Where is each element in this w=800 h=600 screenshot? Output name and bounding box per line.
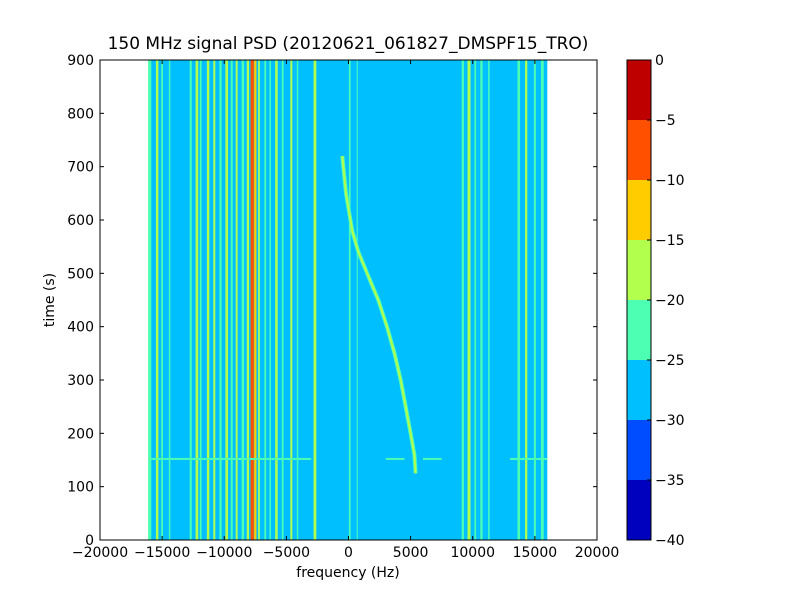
spectral-line-30: [480, 60, 483, 540]
colorbar-tick-label: −10: [655, 173, 685, 189]
colorbar-tick-label: −25: [655, 353, 685, 369]
spectral-line-8: [213, 60, 216, 540]
x-tick-label: 20000: [575, 545, 620, 561]
colorbar-segment: [627, 360, 651, 420]
spectral-line-0: [148, 60, 152, 540]
spectral-line-20: [275, 60, 278, 540]
spectral-line-3: [168, 60, 171, 540]
y-tick-label: 400: [67, 320, 94, 336]
spectral-line-28: [467, 60, 471, 540]
spectral-line-35: [540, 60, 544, 540]
spectral-line-12: [235, 60, 238, 540]
x-tick-label: 0: [344, 545, 353, 561]
horizontal-band-2: [423, 457, 442, 460]
spectral-line-19: [269, 60, 271, 540]
colorbar-tick-label: −30: [655, 413, 685, 429]
spectral-line-14: [246, 60, 249, 540]
colorbar-segment: [627, 60, 651, 120]
y-tick-label: 100: [67, 480, 94, 496]
x-tick-label: 15000: [513, 545, 558, 561]
x-axis-label: frequency (Hz): [296, 565, 399, 581]
spectral-line-17: [258, 60, 260, 540]
colorbar-tick-label: 0: [655, 53, 664, 69]
spectral-line-27: [461, 60, 464, 540]
spectral-line-26: [356, 60, 358, 540]
y-tick-label: 900: [67, 53, 94, 69]
spectral-line-11: [230, 60, 233, 540]
colorbar-segment: [627, 180, 651, 240]
spectral-line-7: [206, 60, 210, 540]
colorbar-segment: [627, 240, 651, 300]
horizontal-band-3: [510, 457, 548, 460]
spectral-line-25: [348, 60, 351, 540]
y-tick-label: 0: [85, 533, 94, 549]
chart-title: 150 MHz signal PSD (20120621_061827_DMSP…: [108, 34, 589, 54]
spectral-line-16: [254, 60, 257, 540]
spectral-line-31: [488, 60, 490, 540]
colorbar-tick-label: −20: [655, 293, 685, 309]
spectral-line-1: [155, 60, 159, 540]
y-tick-label: 300: [67, 373, 94, 389]
y-axis: 0 100 200 300 400 500 600 700 800 900: [67, 53, 597, 549]
y-tick-label: 200: [67, 426, 94, 442]
colorbar-segment: [627, 300, 651, 360]
spectral-line-21: [281, 60, 284, 540]
x-tick-label: 5000: [393, 545, 429, 561]
spectral-line-23: [296, 60, 299, 540]
spectral-line-22: [290, 60, 293, 540]
y-tick-label: 600: [67, 213, 94, 229]
y-tick-label: 800: [67, 106, 94, 122]
colorbar-tick-label: −15: [655, 233, 685, 249]
spectral-line-34: [533, 60, 536, 540]
spectral-line-9: [219, 60, 222, 540]
spectral-line-5: [195, 60, 199, 540]
y-tick-label: 700: [67, 160, 94, 176]
colorbar-tick-label: −35: [655, 473, 685, 489]
x-axis: −20000 −15000 −10000 −5000 0 5000 10000 15000 20…: [72, 60, 619, 561]
spectral-line-29: [474, 60, 477, 540]
x-tick-label: −10000: [196, 545, 252, 561]
horizontal-band-0: [149, 457, 312, 460]
spectral-line-33: [525, 60, 528, 540]
x-tick-label: 10000: [450, 545, 495, 561]
spectral-line-6: [199, 60, 202, 540]
colorbar-tick-label: −40: [655, 533, 685, 549]
y-tick-label: 500: [67, 266, 94, 282]
colorbar-segment: [627, 480, 651, 540]
y-axis-label: time (s): [42, 273, 58, 327]
horizontal-band-1: [385, 457, 405, 460]
spectral-line-2: [161, 60, 163, 540]
spectral-line-32: [517, 60, 520, 540]
spectral-line-13: [241, 60, 245, 540]
colorbar-segment: [627, 420, 651, 480]
colorbar-segment: [627, 120, 651, 180]
doppler-trace: [341, 155, 417, 474]
spectrogram-data: [148, 60, 548, 540]
spectral-line-15: [250, 60, 254, 540]
spectral-line-24: [313, 60, 317, 540]
colorbar-tick-label: −5: [655, 113, 676, 129]
spectral-line-4: [189, 60, 192, 540]
x-tick-label: −15000: [134, 545, 190, 561]
colorbar: −40 −35 −30 −25 −20 −15 −10 −5 0: [626, 53, 685, 549]
x-tick-label: −5000: [263, 545, 310, 561]
x-tick-label: −20000: [72, 545, 128, 561]
spectral-line-10: [225, 60, 229, 540]
spectral-line-18: [264, 60, 267, 540]
